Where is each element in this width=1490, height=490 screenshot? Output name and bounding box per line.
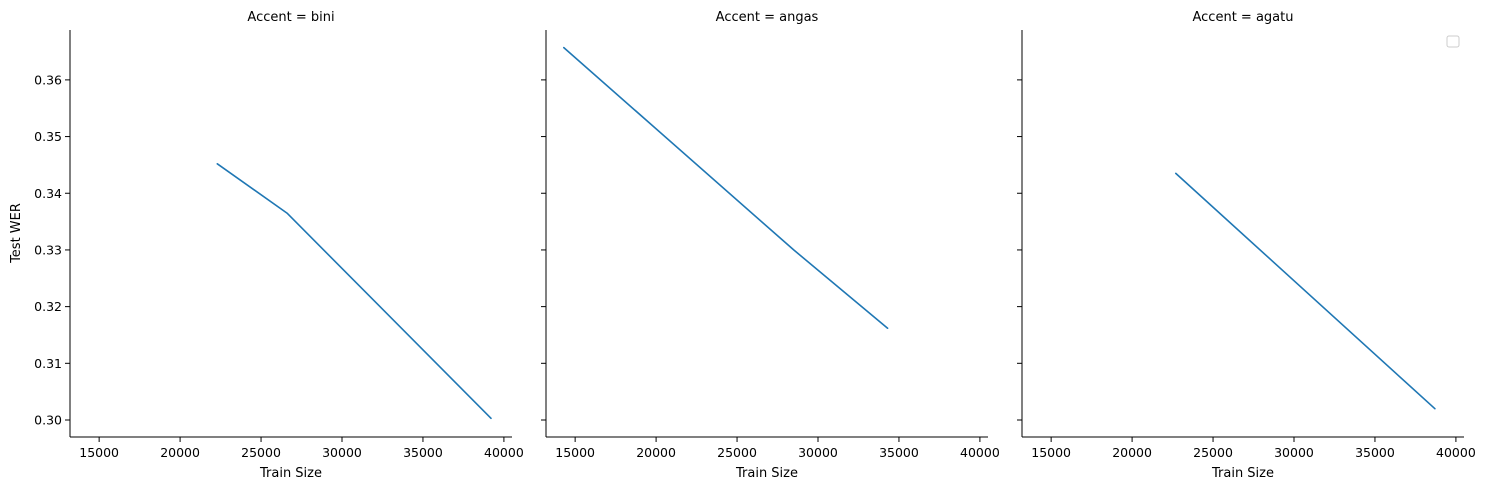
x-tick-label: 35000: [403, 445, 443, 460]
x-tick-label: 15000: [79, 445, 119, 460]
lines-agatu: [1175, 172, 1436, 410]
panel-angas: Accent = angas 15000 20000 25000 30000 35000…: [541, 10, 1000, 481]
panel-agatu: Accent = agatu 15000 20000 25000 30000 35000…: [1017, 10, 1476, 481]
lines-bini: [216, 163, 492, 420]
y-ticks-bini: 0.30 0.31 0.32 0.33 0.34 0.35 0.36: [34, 72, 70, 427]
y-tick-label: 0.34: [34, 186, 62, 201]
series-line-agatu: [1175, 172, 1436, 410]
panel-title-agatu: Accent = agatu: [1193, 10, 1294, 25]
x-axis-title-bini: Train Size: [259, 466, 322, 481]
y-ticks-agatu: [1017, 79, 1022, 421]
y-tick-label: 0.31: [34, 356, 62, 371]
x-tick-label: 25000: [717, 445, 757, 460]
x-tick-label: 30000: [322, 445, 362, 460]
x-ticks-agatu: 15000 20000 25000 30000 35000 40000: [1031, 437, 1476, 460]
legend-box: [1446, 35, 1460, 48]
x-tick-label: 20000: [1112, 445, 1152, 460]
x-tick-label: 30000: [1274, 445, 1314, 460]
y-ticks-angas: [541, 79, 546, 421]
x-ticks-bini: 15000 20000 25000 30000 35000 40000: [79, 437, 524, 460]
x-tick-label: 25000: [241, 445, 281, 460]
panel-title-bini: Accent = bini: [247, 10, 334, 25]
series-line-bini: [216, 163, 492, 420]
y-tick-label: 0.33: [34, 242, 62, 257]
x-axis-title-angas: Train Size: [735, 466, 798, 481]
x-ticks-angas: 15000 20000 25000 30000 35000 40000: [555, 437, 1000, 460]
x-tick-label: 40000: [960, 445, 1000, 460]
y-tick-label: 0.35: [34, 129, 62, 144]
x-tick-label: 15000: [555, 445, 595, 460]
y-tick-label: 0.32: [34, 299, 62, 314]
x-tick-label: 15000: [1031, 445, 1071, 460]
series-line-angas: [562, 46, 889, 330]
x-tick-label: 40000: [484, 445, 524, 460]
x-tick-label: 20000: [636, 445, 676, 460]
y-tick-label: 0.36: [34, 72, 62, 87]
x-tick-label: 30000: [798, 445, 838, 460]
x-tick-label: 20000: [160, 445, 200, 460]
lines-angas: [562, 46, 889, 330]
panel-bini: Accent = bini 0.300.310.320.330.340.350.…: [9, 10, 524, 481]
x-tick-label: 40000: [1436, 445, 1476, 460]
panel-title-angas: Accent = angas: [716, 10, 819, 25]
y-tick-label: 0.30: [34, 412, 62, 427]
x-tick-label: 35000: [1355, 445, 1395, 460]
x-tick-label: 25000: [1193, 445, 1233, 460]
x-axis-title-agatu: Train Size: [1211, 466, 1274, 481]
x-tick-label: 35000: [879, 445, 919, 460]
y-axis-title: Test WER: [9, 203, 24, 264]
